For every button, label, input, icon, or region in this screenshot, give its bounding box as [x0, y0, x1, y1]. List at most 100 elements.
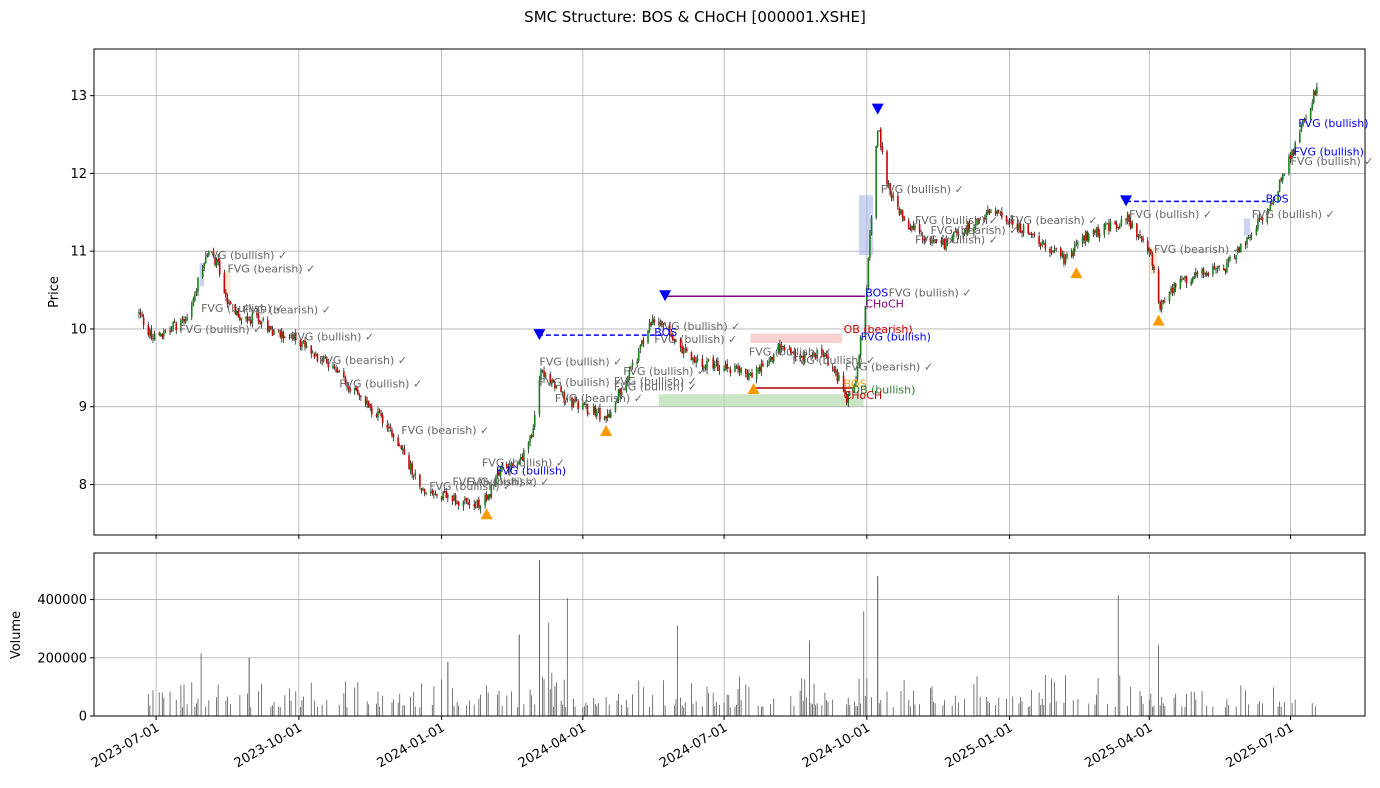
candle-body: [740, 368, 742, 374]
candle-body: [1008, 221, 1011, 223]
candle-body: [744, 368, 747, 374]
candle-body: [388, 427, 390, 428]
candle-body: [605, 415, 607, 419]
structure-annotation: FVG (bearish) ✓: [319, 354, 407, 367]
candle-body: [1292, 149, 1295, 156]
candle-body: [290, 334, 292, 337]
candle-body: [664, 323, 666, 325]
candle-body: [1266, 210, 1269, 222]
price-axis-label: Price: [47, 276, 62, 308]
candle-body: [429, 491, 432, 494]
volume-bars: [147, 560, 1316, 716]
candle-body: [619, 388, 621, 396]
candle-body: [1129, 220, 1132, 229]
candle-body: [332, 365, 334, 369]
candle-body: [411, 463, 413, 475]
candle-body: [516, 463, 519, 466]
candle-body: [251, 313, 254, 324]
candle-body: [900, 209, 902, 215]
candle-body: [1289, 155, 1292, 160]
candle-body: [597, 408, 600, 410]
candle-body: [1032, 233, 1034, 235]
candle-body: [1077, 242, 1079, 245]
candle-body: [377, 411, 379, 418]
candle-body: [523, 450, 525, 462]
candle-body: [1063, 254, 1065, 264]
candle-body: [239, 316, 241, 320]
candle-body: [878, 130, 881, 132]
volume-grid: [94, 553, 1365, 717]
candle-body: [794, 351, 797, 359]
structure-annotation: FVG (bullish): [861, 331, 931, 344]
candle-body: [507, 466, 510, 471]
candle-body: [769, 356, 772, 362]
candle-body: [1041, 242, 1044, 245]
candle-body: [541, 370, 544, 372]
candle-body: [433, 493, 435, 495]
candle-body: [498, 471, 500, 476]
candle-body: [512, 463, 514, 467]
candle-body: [501, 465, 503, 469]
candle-body: [637, 350, 640, 361]
candle-body: [892, 196, 895, 198]
candle-body: [897, 196, 899, 208]
zone-rect: [658, 394, 864, 407]
candle-body: [701, 358, 704, 367]
candle-body: [957, 231, 960, 236]
candle-body: [419, 474, 421, 488]
candle-body: [985, 212, 988, 220]
candle-body: [453, 495, 455, 501]
candle-body: [603, 416, 606, 420]
candle-body: [641, 340, 643, 346]
volume-y-tick-label: 400000: [37, 593, 87, 608]
candle-body: [1305, 118, 1307, 120]
candle-body: [1049, 248, 1051, 253]
candle-body: [723, 369, 725, 371]
candle-body: [1300, 124, 1303, 132]
candle-body: [574, 399, 576, 401]
candle-body: [596, 410, 598, 417]
candle-body: [273, 330, 275, 336]
candle-body: [431, 490, 434, 494]
candle-body: [1205, 272, 1208, 276]
candle-body: [898, 208, 901, 215]
candle-body: [836, 370, 839, 382]
candle-body: [715, 361, 718, 363]
price-candles: [138, 82, 1318, 514]
candle-body: [1164, 301, 1166, 303]
candle-body: [237, 310, 240, 318]
candle-body: [988, 209, 991, 214]
volume-frame: [93, 552, 1366, 717]
candle-body: [727, 367, 730, 369]
structure-annotation: FVG (bearish) ✓: [1010, 214, 1098, 227]
candle-body: [344, 377, 347, 385]
candle-body: [150, 329, 153, 339]
candle-body: [791, 351, 794, 353]
structure-annotation: FVG (bullish) ✓: [657, 320, 740, 333]
candle-body: [1240, 243, 1242, 253]
candle-body: [572, 399, 575, 406]
structure-annotation: FVG (bearish) ✓: [1154, 243, 1242, 256]
candle-body: [703, 366, 705, 369]
candle-body: [235, 310, 238, 315]
volume-panel: 0 200000 400000 Volume: [9, 552, 1366, 725]
candle-body: [554, 381, 556, 389]
candle-body: [1150, 249, 1152, 254]
candle-body: [149, 329, 151, 336]
candle-body: [1215, 267, 1217, 270]
candle-body: [1309, 107, 1312, 119]
candle-body: [346, 385, 348, 387]
candle-body: [248, 319, 250, 321]
candle-body: [696, 358, 699, 361]
candle-body: [1299, 132, 1301, 143]
price-y-ticks: 8 9 10 11 12 13: [70, 89, 94, 493]
candle-body: [653, 319, 656, 323]
candle-body: [748, 373, 750, 380]
candle-body: [650, 322, 652, 326]
candle-body: [816, 350, 818, 358]
candle-body: [977, 218, 980, 221]
candle-body: [1027, 224, 1030, 234]
candle-body: [1038, 236, 1040, 244]
candle-body: [267, 320, 269, 332]
candle-body: [321, 359, 323, 362]
